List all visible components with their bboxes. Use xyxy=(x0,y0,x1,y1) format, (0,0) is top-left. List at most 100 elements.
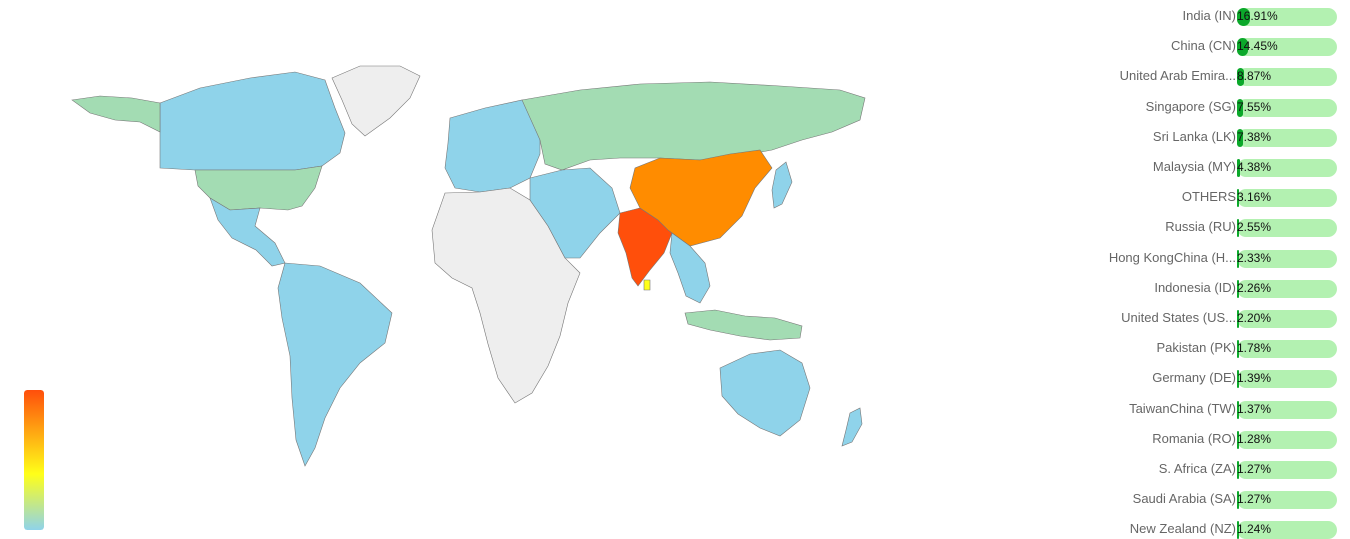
ranking-value: 1.27% xyxy=(1237,462,1272,476)
ranking-label: India (IN) xyxy=(1182,8,1236,23)
ranking-row: United States (US... 2.20% xyxy=(1020,308,1340,328)
region-middle-east[interactable] xyxy=(529,167,621,259)
region-indonesia[interactable] xyxy=(684,309,803,341)
ranking-value: 2.26% xyxy=(1237,280,1272,295)
ranking-bar-fill xyxy=(1237,219,1239,238)
world-map[interactable] xyxy=(60,58,870,478)
ranking-bar-fill xyxy=(1237,370,1239,389)
ranking-row: New Zealand (NZ) 1.24% xyxy=(1020,519,1340,539)
ranking-value: 2.20% xyxy=(1237,311,1272,325)
ranking-bar-fill xyxy=(1237,279,1239,298)
ranking-bar-fill xyxy=(1237,249,1239,268)
ranking-value: 2.55% xyxy=(1237,220,1272,235)
ranking-bar-track xyxy=(1237,370,1337,389)
ranking-row: China (CN) 14.45% xyxy=(1020,36,1340,57)
region-europe[interactable] xyxy=(444,99,541,193)
ranking-value: 16.91% xyxy=(1237,9,1278,23)
ranking-bar-track xyxy=(1237,521,1337,539)
ranking-label: China (CN) xyxy=(1170,38,1236,54)
ranking-bar-fill xyxy=(1237,340,1239,359)
ranking-value: 14.45% xyxy=(1237,39,1278,54)
ranking-row: S. Africa (ZA) 1.27% xyxy=(1020,459,1340,479)
ranking-label: United Arab Emira... xyxy=(1119,68,1236,84)
ranking-row: Romania (RO) 1.28% xyxy=(1020,429,1340,449)
region-south-america[interactable] xyxy=(277,262,393,467)
ranking-bar-track xyxy=(1237,491,1337,510)
ranking-bar-track xyxy=(1237,249,1337,268)
region-usa[interactable] xyxy=(194,165,323,211)
ranking-label: S. Africa (ZA) xyxy=(1158,461,1236,476)
ranking-label: OTHERS xyxy=(1181,189,1236,205)
ranking-label: Indonesia (ID) xyxy=(1154,279,1236,295)
ranking-bar-fill xyxy=(1237,128,1243,147)
ranking-label: Romania (RO) xyxy=(1152,430,1236,446)
ranking-bar-track xyxy=(1237,400,1337,419)
ranking-value: 1.78% xyxy=(1237,341,1272,356)
ranking-bar-track xyxy=(1237,430,1337,449)
region-new-zealand[interactable] xyxy=(841,407,863,447)
ranking-row: Russia (RU) 2.55% xyxy=(1020,217,1340,238)
ranking-row: Indonesia (ID) 2.26% xyxy=(1020,278,1340,298)
ranking-bar-fill xyxy=(1237,98,1243,117)
color-scale-legend xyxy=(24,390,44,530)
ranking-bar-fill xyxy=(1237,430,1239,449)
ranking-label: Russia (RU) xyxy=(1165,219,1236,235)
ranking-value: 3.16% xyxy=(1237,190,1272,205)
ranking-row: United Arab Emira... 8.87% xyxy=(1020,66,1340,87)
ranking-bar-track xyxy=(1237,68,1337,87)
ranking-label: Pakistan (PK) xyxy=(1156,340,1236,356)
region-australia[interactable] xyxy=(719,349,811,437)
ranking-value: 1.28% xyxy=(1237,431,1272,446)
ranking-bar-fill xyxy=(1237,400,1239,419)
ranking-row: India (IN) 16.91% xyxy=(1020,6,1340,26)
ranking-value: 1.27% xyxy=(1237,492,1272,507)
ranking-value: 7.38% xyxy=(1237,129,1272,144)
ranking-row: Saudi Arabia (SA) 1.27% xyxy=(1020,489,1340,510)
ranking-bar-track xyxy=(1237,8,1337,26)
ranking-bar-track xyxy=(1237,128,1337,147)
region-japan[interactable] xyxy=(771,161,793,209)
ranking-bar-fill xyxy=(1237,521,1239,539)
ranking-label: United States (US... xyxy=(1121,310,1236,325)
ranking-value: 8.87% xyxy=(1237,69,1272,84)
ranking-bar-fill xyxy=(1237,159,1241,177)
region-china[interactable] xyxy=(629,149,773,247)
ranking-row: Singapore (SG) 7.55% xyxy=(1020,97,1340,117)
ranking-value: 1.39% xyxy=(1237,371,1272,386)
region-southeast-asia[interactable] xyxy=(669,232,711,304)
ranking-bar-fill xyxy=(1237,8,1251,26)
ranking-label: Hong KongChina (H... xyxy=(1108,249,1236,265)
ranking-label: Singapore (SG) xyxy=(1145,98,1236,114)
region-canada[interactable] xyxy=(159,71,346,171)
ranking-bar-track xyxy=(1237,219,1337,238)
region-greenland[interactable] xyxy=(331,65,421,137)
region-russia[interactable] xyxy=(521,81,866,171)
region-sri-lanka[interactable] xyxy=(643,279,651,291)
ranking-label: Germany (DE) xyxy=(1152,370,1236,386)
ranking-row: Sri Lanka (LK) 7.38% xyxy=(1020,127,1340,147)
ranking-label: Saudi Arabia (SA) xyxy=(1132,491,1236,507)
ranking-value: 7.55% xyxy=(1237,99,1272,114)
ranking-value: 1.37% xyxy=(1237,401,1272,416)
ranking-bar-track xyxy=(1237,38,1337,57)
ranking-bar-fill xyxy=(1237,189,1240,208)
ranking-bar-track xyxy=(1237,98,1337,117)
ranking-label: Malaysia (MY) xyxy=(1152,159,1236,174)
ranking-row: Germany (DE) 1.39% xyxy=(1020,368,1340,389)
ranking-value: 2.33% xyxy=(1237,250,1272,265)
ranking-bar-track xyxy=(1237,279,1337,298)
region-alaska[interactable] xyxy=(71,95,161,133)
ranking-bar-track xyxy=(1237,340,1337,359)
ranking-row: Pakistan (PK) 1.78% xyxy=(1020,338,1340,359)
ranking-bar-track xyxy=(1237,310,1337,328)
ranking-row: Hong KongChina (H... 2.33% xyxy=(1020,248,1340,268)
ranking-bar-track xyxy=(1237,461,1337,479)
ranking-bar-track xyxy=(1237,189,1337,208)
ranking-bar-fill xyxy=(1237,491,1239,510)
ranking-row: TaiwanChina (TW) 1.37% xyxy=(1020,399,1340,419)
ranking-bar-fill xyxy=(1237,68,1244,87)
ranking-bar-track xyxy=(1237,159,1337,177)
ranking-row: Malaysia (MY) 4.38% xyxy=(1020,157,1340,177)
ranking-label: Sri Lanka (LK) xyxy=(1152,128,1236,144)
ranking-value: 4.38% xyxy=(1237,160,1272,174)
